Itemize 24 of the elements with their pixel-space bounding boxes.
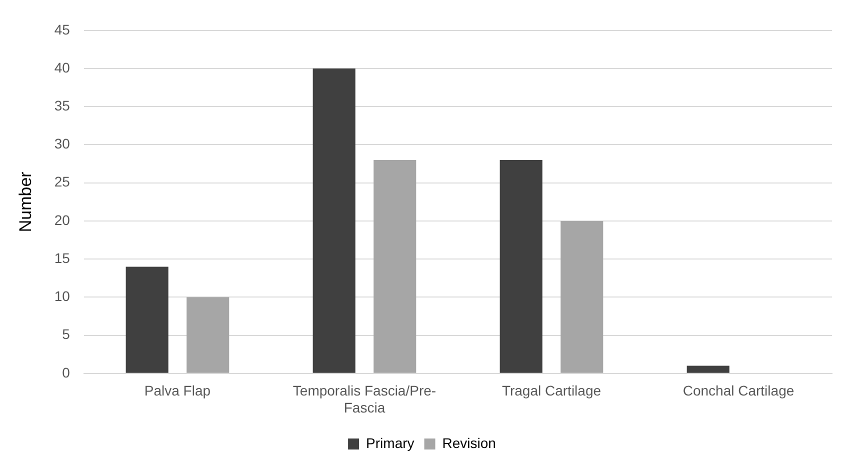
legend-label: Revision: [442, 434, 496, 451]
bar: [374, 160, 416, 373]
y-tick-label: 30: [54, 136, 70, 152]
x-tick-label: Temporalis Fascia/Pre-Fascia: [292, 382, 436, 416]
bar: [500, 160, 542, 373]
y-tick-label: 5: [62, 326, 70, 342]
legend-label: Primary: [366, 434, 414, 451]
bar: [186, 297, 230, 373]
x-tick-label: Tragal Cartilage: [502, 382, 602, 399]
y-tick-label: 20: [54, 212, 70, 228]
y-tick-label: 45: [54, 21, 70, 38]
y-tick-label: 25: [54, 174, 70, 190]
y-tick-label: 15: [54, 250, 70, 266]
y-tick-label: 10: [54, 288, 70, 304]
y-tick-label: 40: [54, 59, 70, 76]
bar: [686, 366, 730, 373]
bar: [126, 266, 168, 373]
y-tick-label: 35: [54, 97, 70, 114]
y-axis-title: Number: [16, 171, 35, 232]
x-tick-label: Palva Flap: [144, 382, 211, 399]
x-tick-label: Conchal Cartilage: [682, 382, 794, 399]
y-tick-label: 0: [62, 364, 70, 380]
bar: [312, 68, 356, 373]
bar: [560, 220, 604, 373]
